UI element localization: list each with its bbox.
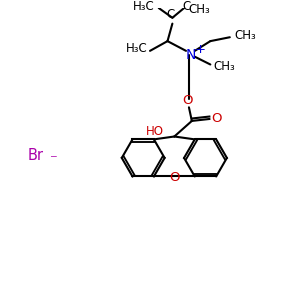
Text: HO: HO (146, 125, 164, 138)
Text: O: O (183, 94, 193, 107)
Text: Br: Br (27, 148, 43, 164)
Text: +: + (194, 44, 205, 56)
Text: O: O (169, 171, 180, 184)
Text: C: C (182, 0, 190, 13)
Text: CH₃: CH₃ (235, 29, 256, 42)
Text: C: C (166, 8, 175, 21)
Text: N: N (186, 48, 196, 62)
Text: H₃C: H₃C (133, 0, 155, 13)
Text: CH₃: CH₃ (213, 60, 235, 73)
Text: O: O (211, 112, 221, 124)
Text: CH₃: CH₃ (189, 4, 211, 16)
Text: ⁻: ⁻ (49, 152, 57, 167)
Text: H₃C: H₃C (126, 42, 148, 56)
